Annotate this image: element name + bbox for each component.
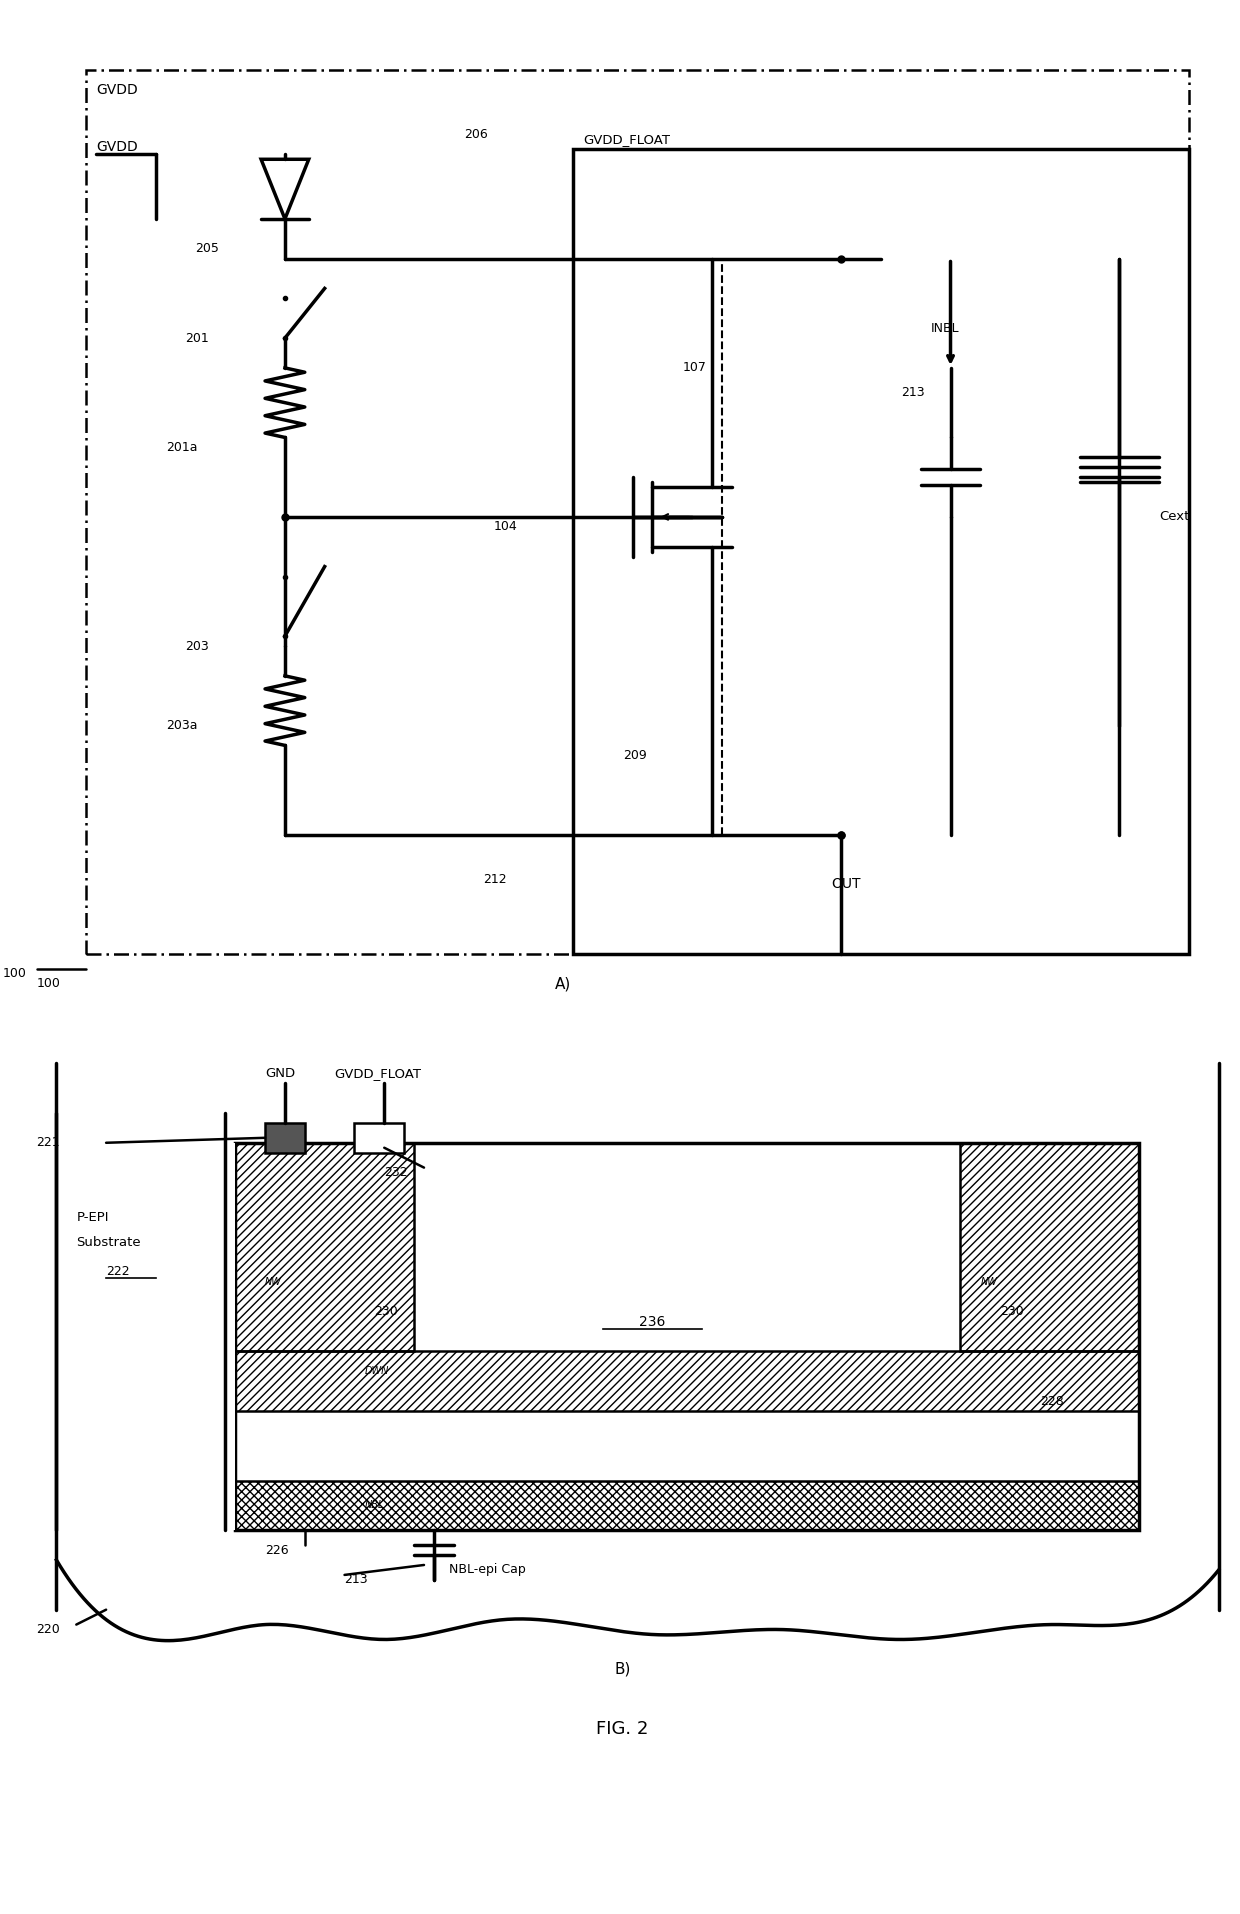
Text: 228: 228 [1040,1395,1064,1407]
Text: 213: 213 [345,1573,368,1587]
Text: GVDD: GVDD [97,140,138,155]
Text: Substrate: Substrate [77,1236,141,1248]
Text: 221: 221 [36,1137,61,1148]
Text: GVDD_FLOAT: GVDD_FLOAT [335,1066,422,1079]
Text: 226: 226 [265,1543,289,1556]
Text: Cext: Cext [1159,511,1189,523]
Bar [236,1351,1140,1411]
Bar [265,1124,305,1152]
Text: 201: 201 [186,331,210,345]
Text: P-EPI: P-EPI [77,1212,109,1223]
Text: 213: 213 [900,387,925,400]
Bar [236,1481,1140,1529]
Text: 104: 104 [494,521,517,534]
Text: 230: 230 [374,1305,398,1319]
Text: 232: 232 [384,1166,408,1179]
Text: 203: 203 [186,639,210,653]
Text: 201a: 201a [166,440,197,454]
Text: A): A) [556,976,572,991]
Text: 230: 230 [1001,1305,1024,1319]
Text: 222: 222 [107,1265,130,1279]
Text: GVDD: GVDD [97,82,138,98]
Text: 205: 205 [196,243,219,255]
Text: DWN: DWN [365,1367,389,1376]
Text: FIG. 2: FIG. 2 [596,1721,649,1738]
Text: OUT: OUT [831,877,861,892]
Text: 206: 206 [464,128,487,142]
Bar [87,71,1189,953]
Text: 100: 100 [2,967,26,980]
Text: 220: 220 [36,1623,61,1636]
Text: GVDD_FLOAT: GVDD_FLOAT [583,132,670,145]
Bar [236,1143,1140,1529]
Text: NW: NW [981,1277,997,1286]
Text: 107: 107 [682,362,706,375]
Bar [355,1124,404,1152]
Text: B): B) [615,1661,631,1677]
Text: 212: 212 [484,873,507,886]
Text: GND: GND [265,1066,295,1079]
Bar [961,1143,1140,1351]
Bar [57,1143,236,1529]
Text: 203a: 203a [166,720,197,731]
Text: INBL: INBL [931,322,960,335]
Bar [236,1143,414,1351]
Text: NBL-epi Cap: NBL-epi Cap [449,1564,526,1577]
Bar [573,149,1189,953]
Text: NW: NW [265,1277,281,1286]
Text: 209: 209 [622,748,646,762]
Text: 236: 236 [640,1315,666,1328]
Text: NBL: NBL [365,1501,383,1510]
Text: 100: 100 [36,978,61,990]
